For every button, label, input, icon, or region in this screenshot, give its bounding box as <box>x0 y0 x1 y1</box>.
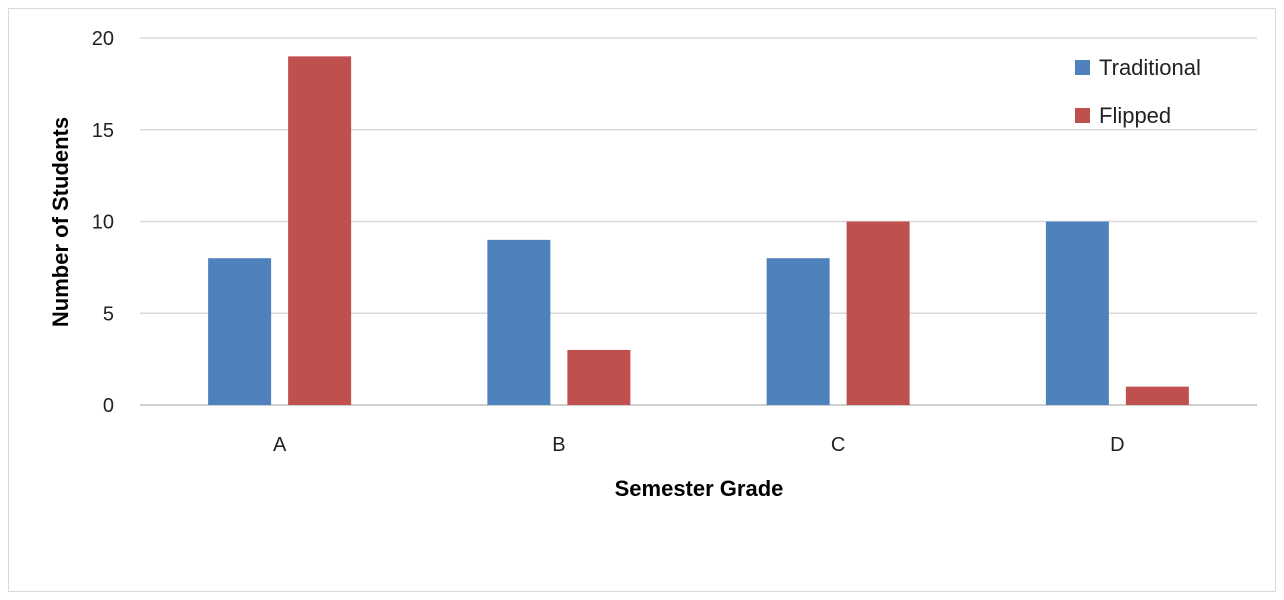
legend-label-flipped: Flipped <box>1099 103 1171 128</box>
x-axis-title: Semester Grade <box>615 476 784 501</box>
x-axis-ticks: A B C D <box>273 434 1125 456</box>
y-tick-label: 20 <box>92 28 114 50</box>
y-tick-label: 15 <box>92 120 114 142</box>
legend-swatch-traditional <box>1075 60 1090 75</box>
y-tick-label: 5 <box>103 303 114 325</box>
bar-flipped-c <box>846 221 910 405</box>
x-tick-label: C <box>831 434 845 456</box>
y-tick-label: 0 <box>103 395 114 417</box>
x-tick-label: B <box>552 434 565 456</box>
bar-traditional-a <box>208 258 272 405</box>
bar-flipped-d <box>1125 386 1189 405</box>
bar-traditional-c <box>766 258 830 405</box>
bar-traditional-d <box>1045 221 1109 405</box>
legend-label-traditional: Traditional <box>1099 55 1201 80</box>
x-tick-label: A <box>273 434 287 456</box>
x-tick-label: D <box>1110 434 1124 456</box>
legend: Traditional Flipped <box>1075 55 1201 128</box>
bars <box>208 56 1189 405</box>
y-tick-label: 10 <box>92 212 114 234</box>
bar-flipped-a <box>288 56 352 405</box>
legend-swatch-flipped <box>1075 108 1090 123</box>
y-axis-title: Number of Students <box>48 117 73 327</box>
y-axis-ticks: 0 5 10 15 20 <box>92 28 114 417</box>
bar-traditional-b <box>487 239 551 405</box>
bar-flipped-b <box>567 349 631 405</box>
